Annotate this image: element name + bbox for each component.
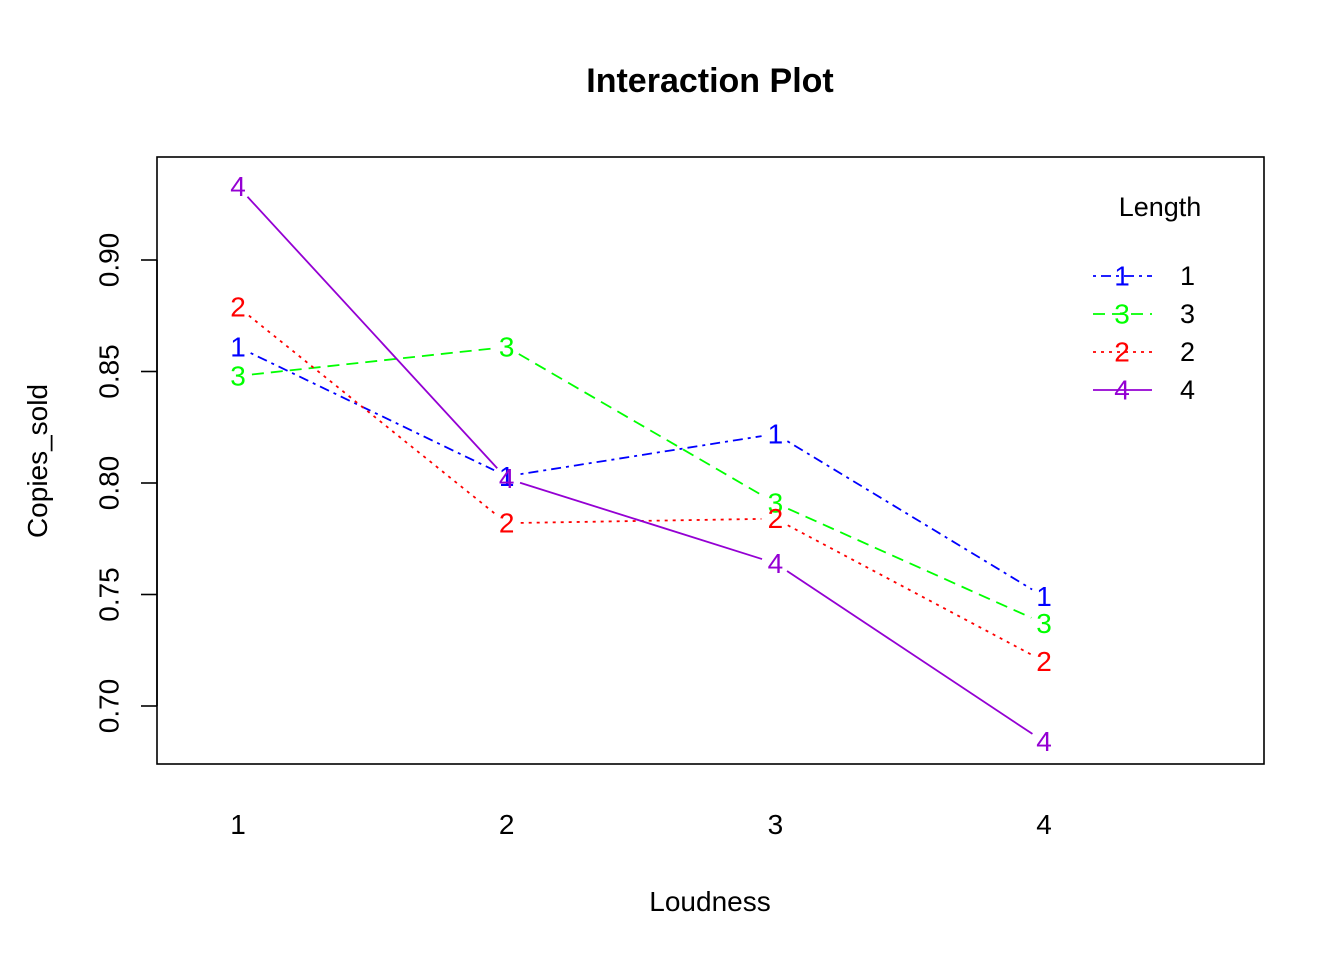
series-line-segment (251, 347, 493, 376)
series-4: 4 4 4 4 (230, 171, 1052, 757)
series-line-segment (246, 196, 498, 469)
data-point-marker: 3 (768, 488, 784, 519)
x-axis-label: Loudness (649, 886, 770, 917)
x-axis: 1 2 3 4 (230, 809, 1052, 840)
x-tick-label: 4 (1036, 809, 1052, 840)
data-point-marker: 3 (499, 331, 515, 362)
series-line-segment (786, 440, 1033, 591)
data-point-marker: 2 (768, 503, 784, 534)
series-line-segment (250, 352, 495, 472)
series-3: 3 3 3 3 (230, 331, 1052, 639)
y-axis-label: Copies_sold (22, 384, 53, 538)
data-point-marker: 2 (499, 508, 515, 539)
x-tick-label: 3 (768, 809, 784, 840)
data-point-marker: 3 (1036, 608, 1052, 639)
y-axis: 0.70 0.75 0.80 0.85 0.90 (93, 233, 158, 734)
legend-label: 1 (1180, 261, 1195, 291)
y-tick-label: 0.75 (93, 567, 124, 622)
data-point-marker: 1 (230, 331, 246, 362)
data-point-marker: 1 (768, 418, 784, 449)
legend-marker: 4 (1114, 375, 1130, 406)
data-point-marker: 1 (1036, 581, 1052, 612)
y-tick-label: 0.90 (93, 233, 124, 288)
plot-frame (156, 156, 1265, 765)
legend-label: 3 (1180, 299, 1195, 329)
x-tick-label: 2 (499, 809, 515, 840)
y-tick-label: 0.80 (93, 456, 124, 511)
chart-title: Interaction Plot (586, 62, 833, 100)
series-line-segment (787, 524, 1033, 656)
legend: Length 1 13 32 24 4 (1093, 192, 1201, 406)
series-line-segment (519, 481, 763, 560)
series-line-segment (520, 435, 762, 476)
legend-title: Length (1119, 192, 1202, 222)
data-point-marker: 1 (499, 461, 515, 492)
series-line-segment (787, 507, 1032, 619)
y-tick-label: 0.85 (93, 344, 124, 399)
data-point-marker: 3 (230, 360, 246, 391)
series-line-segment (248, 314, 497, 516)
legend-label: 4 (1180, 375, 1195, 405)
series-line-segment (518, 353, 764, 497)
x-tick-label: 1 (230, 809, 246, 840)
series-2: 2 2 2 2 (230, 291, 1052, 677)
data-point-marker: 4 (768, 548, 784, 579)
legend-label: 2 (1180, 337, 1195, 367)
legend-marker: 2 (1114, 337, 1130, 368)
y-tick-label: 0.70 (93, 679, 124, 734)
legend-marker: 3 (1114, 299, 1130, 330)
data-point-marker: 2 (1036, 646, 1052, 677)
data-point-marker: 4 (230, 171, 246, 202)
series-line-segment (786, 570, 1033, 735)
data-point-marker: 2 (230, 291, 246, 322)
data-point-marker: 4 (1036, 726, 1052, 757)
legend-marker: 1 (1114, 261, 1130, 292)
data-point-marker: 4 (499, 463, 515, 494)
series-1: 1 1 1 1 (230, 331, 1052, 612)
